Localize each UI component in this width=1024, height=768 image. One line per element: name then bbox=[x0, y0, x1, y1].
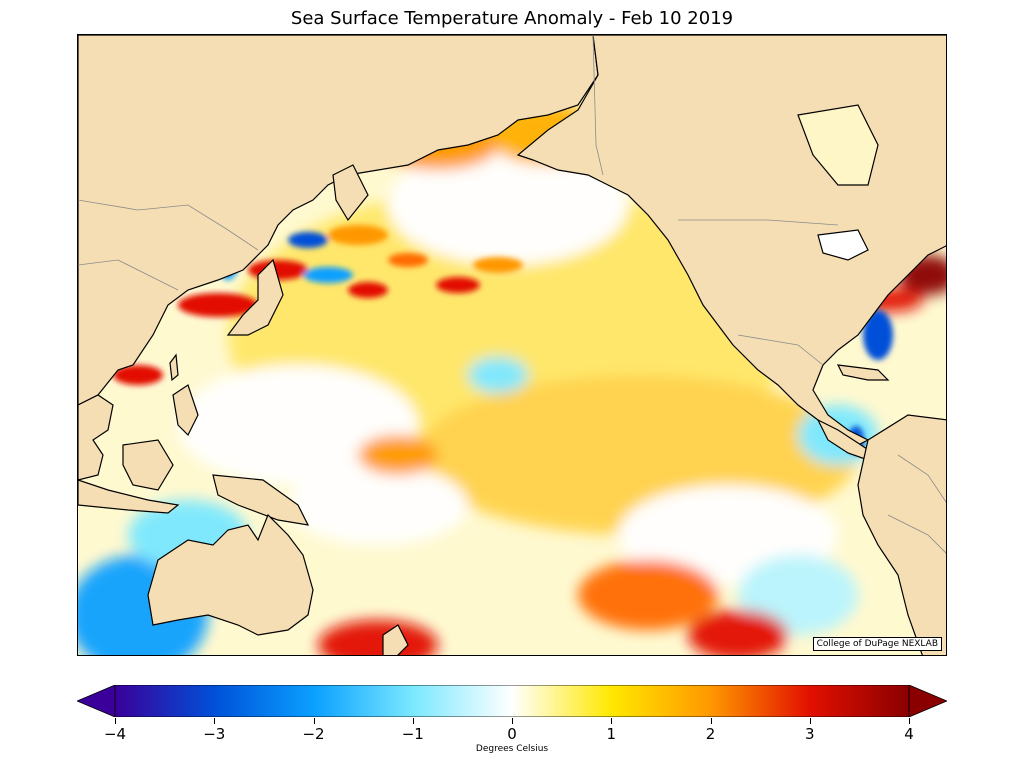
chart-title: Sea Surface Temperature Anomaly - Feb 10… bbox=[290, 8, 734, 29]
sst-anomaly-map: College of DuPage NEXLAB bbox=[77, 34, 947, 656]
colorbar-body bbox=[114, 684, 910, 718]
colorbar-label: Degrees Celsius bbox=[475, 744, 549, 754]
colorbar-tick-mark bbox=[710, 718, 712, 724]
land-philippines bbox=[172, 384, 199, 437]
land-southeast-asia bbox=[78, 394, 114, 481]
colorbar-tick-mark bbox=[412, 718, 414, 724]
colorbar-tick-label: 2 bbox=[705, 725, 716, 743]
colorbar-extend-left bbox=[75, 684, 116, 718]
land-masses bbox=[78, 35, 946, 655]
colorbar-tick-label: 3 bbox=[804, 725, 815, 743]
land-australia bbox=[147, 513, 314, 636]
land-south-america bbox=[857, 414, 946, 655]
great-lakes bbox=[817, 229, 869, 261]
colorbar-tick-label: −2 bbox=[302, 725, 325, 743]
colorbar-tick-label: 1 bbox=[606, 725, 617, 743]
land-borneo bbox=[122, 439, 174, 491]
colorbar-tick-mark bbox=[611, 718, 613, 724]
map-canvas bbox=[78, 35, 946, 655]
land-japan bbox=[226, 258, 284, 336]
land-cuba bbox=[836, 364, 890, 381]
land-asia bbox=[78, 35, 599, 406]
hudson-bay bbox=[797, 104, 879, 186]
colorbar-tick-label: 0 bbox=[507, 725, 517, 743]
colorbar-tick-label: 4 bbox=[904, 725, 914, 743]
colorbar-tick-mark bbox=[512, 718, 513, 724]
country-borders bbox=[78, 35, 946, 554]
land-taiwan bbox=[169, 353, 179, 382]
colorbar-tick-label: −1 bbox=[401, 725, 424, 743]
colorbar bbox=[75, 684, 949, 718]
colorbar-tick-label: −4 bbox=[103, 725, 127, 743]
colorbar-tick-mark bbox=[115, 718, 116, 724]
colorbar-tick-mark bbox=[214, 718, 216, 724]
credit-label: College of DuPage NEXLAB bbox=[812, 637, 942, 651]
colorbar-tick-mark bbox=[809, 718, 811, 724]
land-kamchatka bbox=[332, 164, 369, 222]
land-new-guinea bbox=[212, 474, 310, 526]
colorbar-svg bbox=[75, 684, 949, 718]
land-new-zealand bbox=[382, 624, 409, 655]
colorbar-tick-label: −3 bbox=[203, 725, 226, 743]
colorbar-tick-mark bbox=[313, 718, 315, 724]
colorbar-ticks: −4 −3 −2 −1 0 1 2 3 4 bbox=[77, 718, 947, 758]
colorbar-tick-mark bbox=[909, 718, 910, 724]
land-indonesia bbox=[78, 479, 180, 514]
colorbar-extend-right bbox=[908, 684, 949, 718]
